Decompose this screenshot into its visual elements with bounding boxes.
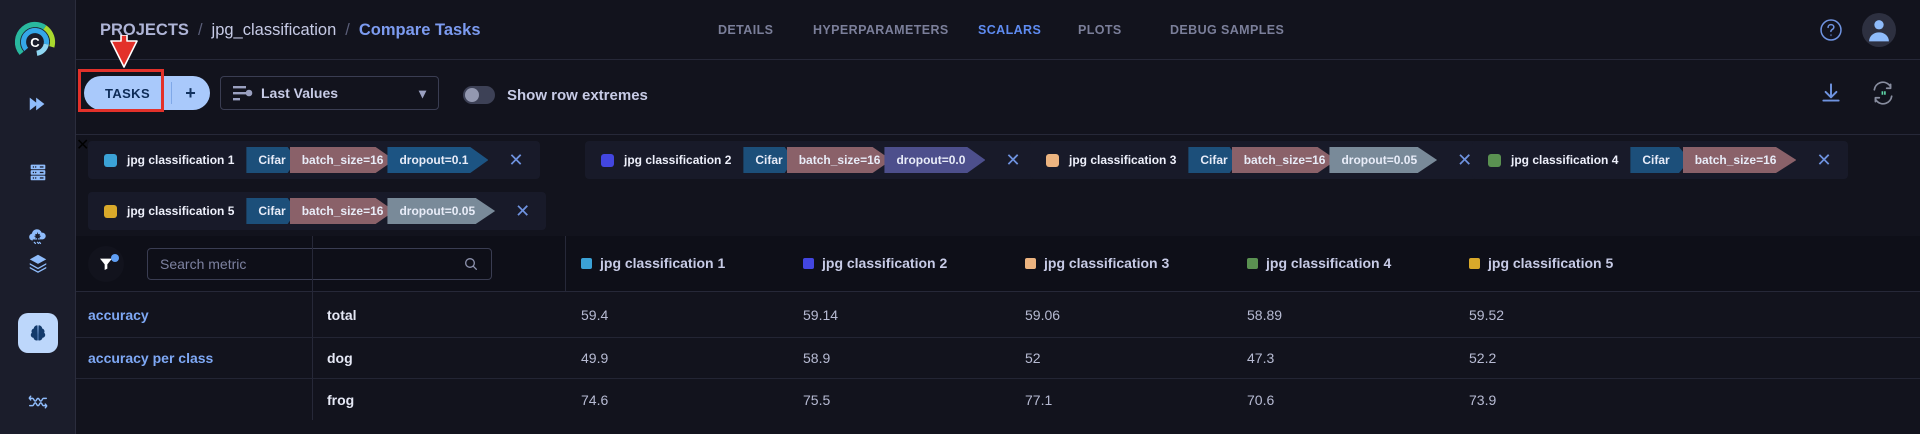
svg-text:C: C <box>30 35 40 50</box>
